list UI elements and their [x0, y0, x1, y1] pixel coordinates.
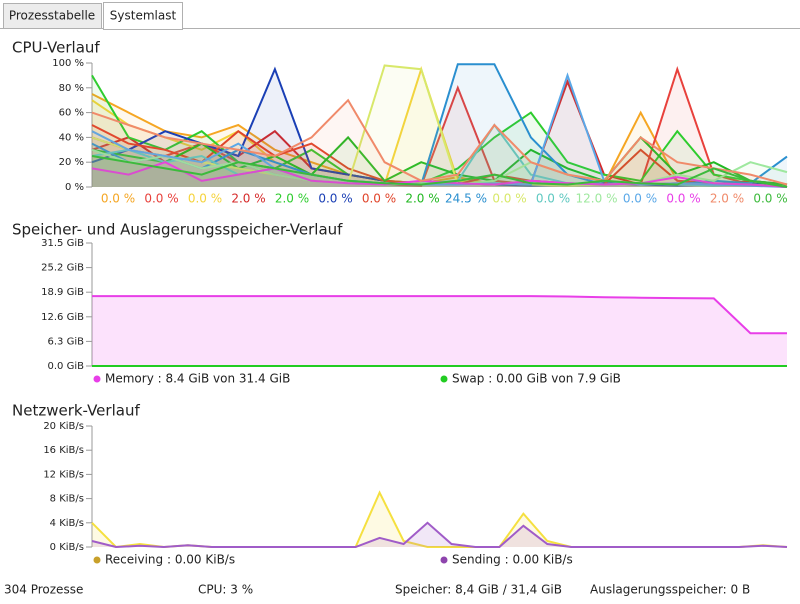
y-tick-label: 60 % — [59, 108, 84, 119]
y-tick-label: 20 % — [59, 157, 84, 168]
area — [92, 522, 787, 547]
legend-label: 0.0 % — [188, 192, 222, 206]
status-text: 304 Prozesse — [4, 583, 83, 597]
legend-label: 0.0 % — [101, 192, 135, 206]
legend-label: 2.0 % — [405, 192, 439, 206]
legend-label: 0.0 % — [623, 192, 657, 206]
legend-label: Sending : 0.00 KiB/s — [452, 553, 573, 567]
legend-label: 0.0 % — [144, 192, 178, 206]
y-tick-label: 0.0 GiB — [48, 361, 85, 372]
legend-label: 0.0 % — [666, 192, 700, 206]
area — [92, 100, 787, 187]
area — [92, 149, 787, 187]
legend-dot — [93, 375, 101, 383]
y-tick-label: 80 % — [59, 83, 84, 94]
line — [91, 74, 788, 186]
chart-title: Netzwerk-Verlauf — [12, 402, 140, 420]
line — [91, 135, 788, 186]
area — [92, 65, 787, 187]
area — [92, 162, 787, 187]
line — [91, 521, 788, 549]
y-tick-label: 100 % — [52, 58, 84, 69]
legend-label: 12.0 % — [576, 192, 618, 206]
tab[interactable] — [3, 3, 102, 29]
tab-label[interactable]: Prozesstabelle — [9, 9, 95, 23]
area — [92, 94, 787, 187]
y-tick-label: 20 KiB/s — [43, 421, 84, 432]
y-tick-label: 25.2 GiB — [41, 263, 84, 274]
legend-label: Swap : 0.00 GiB von 7.9 GiB — [452, 372, 621, 386]
line — [91, 98, 788, 186]
area — [92, 69, 787, 187]
y-tick-label: 18.9 GiB — [41, 287, 84, 298]
y-tick-label: 0 % — [65, 182, 84, 193]
legend-dot — [93, 556, 101, 564]
area — [92, 156, 787, 187]
area — [92, 69, 787, 187]
area — [92, 137, 787, 187]
status-text: CPU: 3 % — [198, 583, 253, 597]
y-tick-label: 6.3 GiB — [48, 336, 85, 347]
y-tick-label: 4 KiB/s — [50, 518, 84, 529]
area — [92, 81, 787, 187]
legend-label: Receiving : 0.00 KiB/s — [105, 553, 235, 567]
y-tick-label: 0 KiB/s — [50, 542, 84, 553]
y-tick-label: 31.5 GiB — [41, 238, 84, 249]
area — [92, 75, 787, 187]
legend-label: 24.5 % — [445, 192, 487, 206]
legend-label: Memory : 8.4 GiB von 31.4 GiB — [105, 372, 290, 386]
y-tick-label: 12 KiB/s — [43, 469, 84, 480]
tab-label[interactable]: Systemlast — [110, 9, 177, 23]
legend-label: 0.0 % — [362, 192, 396, 206]
legend-label: 2.0 % — [231, 192, 265, 206]
legend-label: 0.0 % — [536, 192, 570, 206]
legend-label: 2.0 % — [710, 192, 744, 206]
area — [92, 296, 787, 366]
line — [91, 155, 788, 188]
line — [92, 295, 787, 335]
legend-label: 0.0 % — [492, 192, 526, 206]
legend-label: 2.0 % — [275, 192, 309, 206]
legend-label: 0.0 % — [318, 192, 352, 206]
legend-label: 0.0 % — [753, 192, 787, 206]
y-tick-label: 16 KiB/s — [43, 445, 84, 456]
y-tick-label: 12.6 GiB — [41, 312, 84, 323]
legend-dot — [440, 375, 448, 383]
status-text: Auslagerungsspeicher: 0 B — [590, 583, 750, 597]
y-tick-label: 8 KiB/s — [50, 494, 84, 505]
chart-title: Speicher- und Auslagerungsspeicher-Verla… — [12, 221, 343, 239]
chart-title: CPU-Verlauf — [12, 39, 100, 57]
tab-active[interactable] — [103, 2, 183, 30]
status-text: Speicher: 8,4 GiB / 31,4 GiB — [395, 583, 562, 597]
legend-dot — [440, 556, 448, 564]
y-tick-label: 40 % — [59, 132, 84, 143]
